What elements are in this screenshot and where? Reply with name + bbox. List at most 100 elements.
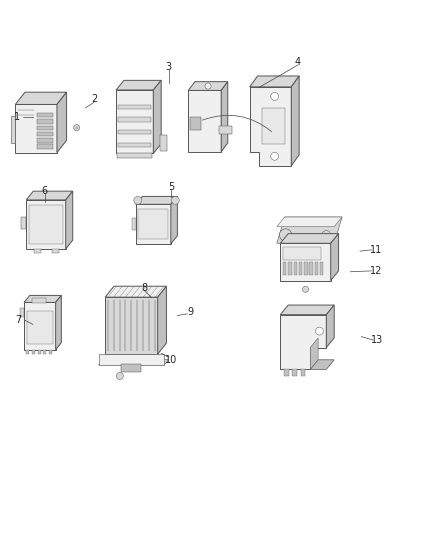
Text: 3: 3 bbox=[166, 62, 172, 72]
Polygon shape bbox=[24, 295, 61, 302]
Bar bbox=[121, 364, 141, 372]
Bar bbox=[49, 350, 52, 354]
Bar bbox=[304, 262, 307, 275]
Bar bbox=[32, 350, 35, 354]
Polygon shape bbox=[116, 90, 153, 154]
Bar bbox=[299, 262, 302, 275]
Polygon shape bbox=[136, 197, 177, 204]
Bar bbox=[300, 369, 305, 376]
Polygon shape bbox=[280, 305, 334, 314]
Text: 4: 4 bbox=[295, 56, 301, 67]
Text: 11: 11 bbox=[370, 245, 382, 255]
Polygon shape bbox=[136, 204, 171, 244]
Bar bbox=[37, 113, 53, 117]
Polygon shape bbox=[24, 302, 56, 350]
Polygon shape bbox=[250, 87, 291, 166]
Polygon shape bbox=[250, 76, 299, 87]
Bar bbox=[284, 369, 289, 376]
Circle shape bbox=[74, 125, 80, 131]
Polygon shape bbox=[66, 191, 73, 249]
Bar bbox=[283, 247, 321, 260]
Bar bbox=[52, 249, 59, 253]
Bar bbox=[26, 350, 29, 354]
Polygon shape bbox=[105, 297, 158, 354]
Bar bbox=[32, 298, 46, 303]
Text: 10: 10 bbox=[165, 355, 177, 365]
Bar bbox=[118, 143, 151, 147]
Bar bbox=[292, 369, 297, 376]
Bar bbox=[132, 218, 136, 230]
Polygon shape bbox=[277, 217, 342, 243]
Bar bbox=[293, 262, 297, 275]
Bar bbox=[309, 262, 313, 275]
Polygon shape bbox=[188, 82, 228, 91]
Polygon shape bbox=[105, 286, 166, 297]
Bar bbox=[43, 350, 46, 354]
Bar bbox=[190, 117, 201, 130]
Bar bbox=[117, 154, 152, 158]
Text: 2: 2 bbox=[91, 94, 97, 104]
Circle shape bbox=[171, 197, 180, 204]
Text: 1: 1 bbox=[14, 112, 20, 122]
Text: 5: 5 bbox=[168, 182, 174, 192]
Bar bbox=[288, 262, 292, 275]
Bar bbox=[37, 144, 53, 149]
Circle shape bbox=[322, 231, 331, 239]
Bar bbox=[37, 132, 53, 136]
Bar bbox=[262, 108, 285, 144]
Bar bbox=[138, 209, 168, 239]
Polygon shape bbox=[280, 314, 326, 369]
Bar bbox=[118, 117, 151, 122]
Circle shape bbox=[271, 92, 279, 100]
Bar bbox=[118, 130, 151, 134]
Bar bbox=[160, 135, 167, 151]
Polygon shape bbox=[57, 92, 67, 152]
Bar bbox=[118, 104, 151, 109]
Circle shape bbox=[271, 152, 279, 160]
Text: 9: 9 bbox=[187, 308, 194, 318]
Circle shape bbox=[302, 286, 308, 292]
Bar bbox=[38, 350, 41, 354]
Polygon shape bbox=[310, 338, 318, 369]
Polygon shape bbox=[99, 360, 169, 365]
Bar bbox=[283, 262, 286, 275]
Polygon shape bbox=[15, 104, 57, 152]
Polygon shape bbox=[291, 76, 299, 166]
Polygon shape bbox=[11, 117, 15, 143]
Polygon shape bbox=[99, 354, 164, 365]
Circle shape bbox=[315, 327, 323, 335]
Text: 12: 12 bbox=[370, 266, 382, 276]
Bar bbox=[21, 217, 26, 229]
Text: 6: 6 bbox=[42, 186, 48, 196]
Bar bbox=[27, 311, 53, 344]
Polygon shape bbox=[56, 295, 61, 350]
Polygon shape bbox=[221, 82, 228, 152]
Polygon shape bbox=[26, 191, 73, 200]
Polygon shape bbox=[326, 305, 334, 348]
Bar bbox=[37, 138, 53, 142]
Bar bbox=[37, 119, 53, 124]
Polygon shape bbox=[116, 80, 161, 90]
Circle shape bbox=[134, 197, 142, 204]
Text: 8: 8 bbox=[141, 282, 148, 293]
Polygon shape bbox=[188, 91, 221, 152]
Bar bbox=[20, 308, 24, 317]
Bar bbox=[314, 262, 318, 275]
Bar bbox=[34, 249, 41, 253]
Text: 13: 13 bbox=[371, 335, 384, 345]
Circle shape bbox=[117, 373, 124, 379]
Circle shape bbox=[205, 83, 211, 89]
Polygon shape bbox=[280, 243, 331, 280]
Polygon shape bbox=[331, 233, 339, 280]
Polygon shape bbox=[26, 200, 66, 249]
Polygon shape bbox=[280, 233, 339, 243]
Circle shape bbox=[279, 229, 292, 241]
Polygon shape bbox=[15, 92, 67, 104]
Polygon shape bbox=[277, 217, 342, 227]
Polygon shape bbox=[158, 286, 166, 354]
Bar bbox=[219, 126, 232, 134]
Bar bbox=[320, 262, 324, 275]
Polygon shape bbox=[171, 197, 177, 244]
Bar bbox=[29, 205, 63, 244]
Polygon shape bbox=[153, 80, 161, 154]
